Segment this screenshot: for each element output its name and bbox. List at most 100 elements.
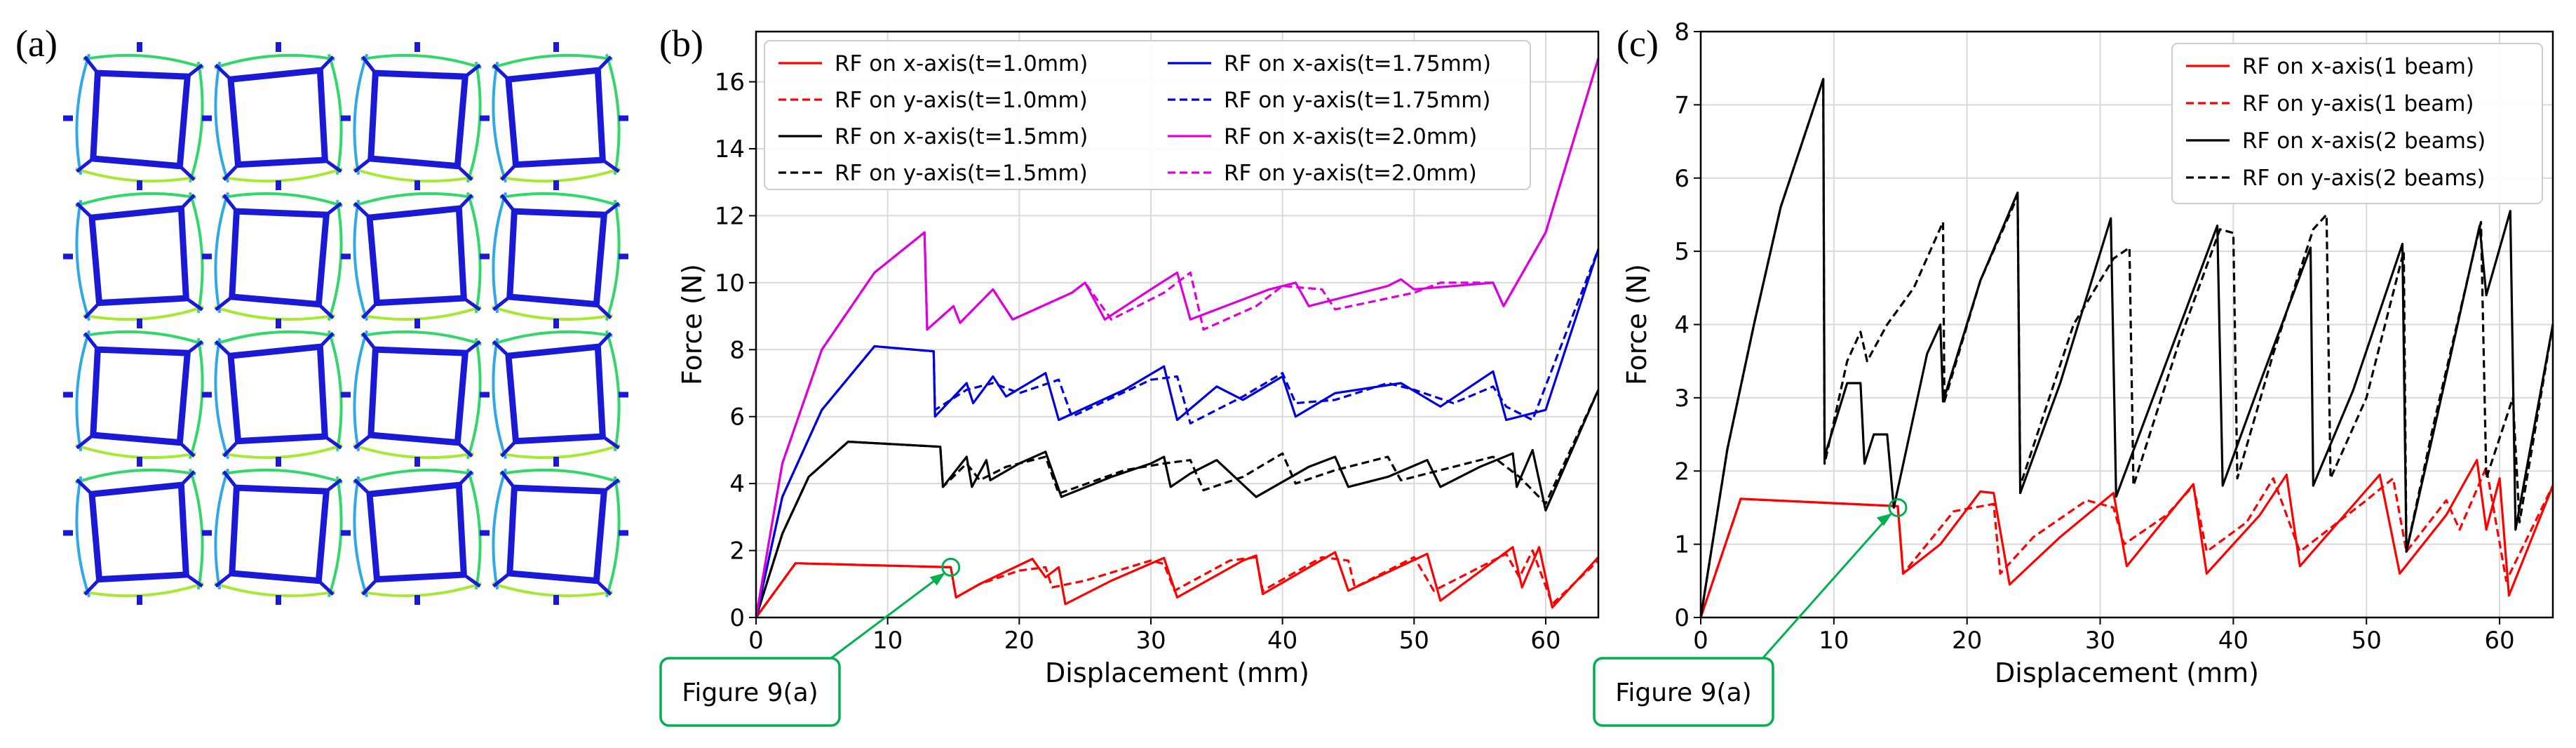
lattice-connector (75, 434, 95, 450)
lattice-cell (353, 192, 482, 321)
lattice-contour-top (83, 330, 204, 346)
lattice-tab (341, 115, 351, 121)
lattice-tab (341, 392, 351, 398)
lattice-square (88, 205, 189, 307)
lattice-contour-top (222, 192, 343, 208)
lattice-tab (137, 319, 142, 328)
lattice-contour-bottom (353, 167, 474, 183)
lattice-square (367, 69, 468, 170)
lattice-connector (602, 201, 621, 217)
lattice-connector (180, 470, 196, 486)
lattice-contour-top (83, 53, 204, 69)
lattice-contour-bottom (360, 305, 482, 321)
y-tick-label: 14 (715, 135, 745, 163)
y-tick-label: 7 (1674, 91, 1690, 119)
lattice-tab (202, 392, 212, 398)
lattice-contour-right (327, 53, 343, 175)
y-axis-title: Force (N) (1621, 264, 1652, 385)
lattice-square (90, 69, 191, 170)
lattice-tab (414, 180, 420, 190)
lattice-connector (500, 439, 518, 458)
y-tick-label: 6 (1674, 165, 1690, 193)
chart-b: 0 10 20 30 40 50 60 0 2 4 6 8 10 12 14 16 Displacement (… (659, 30, 1600, 727)
lattice-contour-top (499, 192, 621, 208)
lattice-cell (492, 468, 621, 598)
y-tick-label: 8 (729, 336, 745, 364)
lattice-contour-left (353, 476, 369, 598)
lattice-structure-image (63, 42, 628, 605)
lattice-contour-top (492, 330, 613, 346)
lattice-contour-left (214, 192, 230, 314)
lattice-square (227, 343, 328, 445)
lattice-cell (75, 53, 204, 183)
lattice-contour-right (188, 338, 204, 460)
lattice-tab (414, 457, 420, 467)
lattice-square (506, 208, 607, 308)
lattice-tab (276, 457, 281, 467)
annotation-arrow (825, 573, 945, 664)
series-line-0 (755, 546, 1600, 618)
series-line-5 (755, 248, 1600, 618)
lattice-connector (75, 478, 93, 495)
annotation-label: Figure 9(a) (1615, 679, 1751, 707)
lattice-square (229, 208, 330, 308)
lattice-connector (601, 434, 620, 450)
lattice-contour-right (466, 338, 482, 460)
lattice-tab (202, 253, 212, 260)
lattice-cell (75, 192, 204, 321)
lattice-contour-bottom (214, 305, 335, 321)
lattice-contour-bottom (499, 167, 621, 183)
annotation-box (659, 657, 841, 727)
annotation-box (1593, 657, 1774, 727)
lattice-tab (619, 253, 628, 260)
lattice-tab (63, 530, 73, 536)
lattice-tab (341, 253, 351, 260)
lattice-cell (492, 192, 621, 321)
lattice-contour-top (222, 468, 343, 484)
lattice-contour-bottom (360, 582, 482, 598)
lattice-connector (595, 302, 612, 319)
lattice-connector (462, 573, 481, 588)
lattice-contour-right (327, 330, 343, 452)
lattice-contour-left (492, 192, 508, 314)
lattice-tab (414, 319, 420, 328)
legend-entry: RF on x-axis(t=2.0mm) (1224, 124, 1477, 149)
lattice-cell (353, 468, 482, 598)
lattice-contour-top (360, 53, 482, 69)
lattice-contour-bottom (83, 305, 204, 321)
lattice-cell (75, 468, 204, 598)
lattice-contour-bottom (353, 443, 474, 460)
lattice-connector (456, 164, 473, 181)
lattice-tab (137, 180, 142, 190)
lattice-contour-right (605, 330, 621, 452)
lattice-connector (464, 340, 482, 355)
lattice-connector (595, 579, 612, 596)
y-tick-label: 12 (715, 202, 745, 230)
lattice-square (88, 481, 189, 583)
series-line-7 (755, 58, 1600, 618)
x-tick-label: 0 (1693, 627, 1708, 655)
lattice-contour-top (499, 468, 621, 484)
series-line-2 (1699, 78, 2554, 618)
lattice-connector (500, 163, 518, 181)
legend: RF on x-axis(1 beam) RF on y-axis(1 beam)… (2171, 43, 2543, 204)
lattice-tab (63, 115, 73, 121)
lattice-contour-top (75, 192, 196, 208)
lattice-square (505, 67, 606, 168)
x-tick-label: 40 (2218, 627, 2248, 655)
lattice-cell (214, 468, 343, 598)
lattice-connector (457, 470, 473, 486)
panel-b-label: (b) (659, 22, 703, 65)
series-line-3 (755, 389, 1600, 618)
lattice-contour-bottom (214, 582, 335, 598)
series-line-1 (755, 549, 1600, 618)
lattice-connector (222, 194, 238, 213)
lattice-tab (553, 180, 559, 190)
lattice-connector (596, 55, 612, 72)
lattice-connector (360, 332, 377, 351)
lattice-contour-right (605, 199, 621, 321)
lattice-contour-right (466, 468, 482, 590)
lattice-connector (601, 158, 620, 173)
x-tick-label: 40 (1267, 627, 1297, 655)
lattice-contour-top (353, 468, 474, 484)
